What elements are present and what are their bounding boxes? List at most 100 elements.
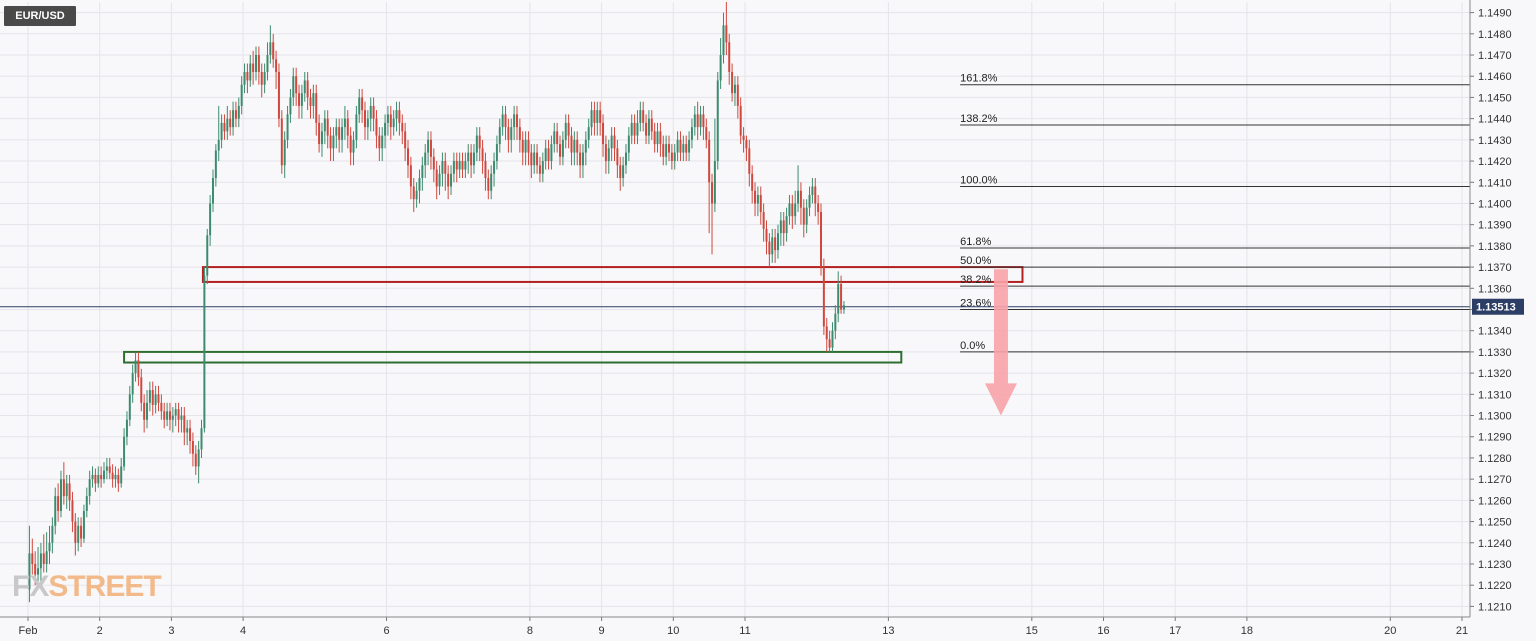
candle-body xyxy=(45,551,48,564)
candle-body xyxy=(289,97,292,115)
candle-body xyxy=(131,373,134,395)
candle-bear xyxy=(705,118,708,149)
candle-bull xyxy=(206,228,209,285)
candle-body xyxy=(412,186,415,200)
candle-body xyxy=(300,93,303,106)
candle-body xyxy=(573,139,576,153)
candle-body xyxy=(349,135,352,153)
candle-bear xyxy=(547,139,550,170)
fib-label: 0.0% xyxy=(960,340,985,352)
candle-body xyxy=(667,144,670,153)
candle-body xyxy=(538,165,541,174)
candle-bull xyxy=(544,139,547,170)
candle-bear xyxy=(160,394,163,420)
candle-bull xyxy=(269,25,272,64)
candle-bull xyxy=(733,76,736,106)
y-tick-label: 1.1360 xyxy=(1478,283,1512,295)
candle-body xyxy=(283,139,286,166)
candle-bear xyxy=(375,110,378,149)
candle-bear xyxy=(515,105,518,140)
candle-body xyxy=(42,553,45,564)
candle-body xyxy=(148,390,151,403)
candle-bear xyxy=(68,474,71,511)
candle-body xyxy=(630,122,633,136)
candle-bull xyxy=(203,267,206,433)
candle-bull xyxy=(54,487,57,535)
candle-body xyxy=(725,25,728,43)
candle-bull xyxy=(197,440,200,484)
candle-bull xyxy=(211,169,214,212)
candle-bear xyxy=(257,46,260,85)
candle-bear xyxy=(599,101,602,136)
candle-bull xyxy=(174,402,177,427)
candle-body xyxy=(315,93,318,123)
candle-bear xyxy=(346,110,349,149)
candle-bull xyxy=(65,474,68,509)
candle-body xyxy=(114,474,117,480)
candle-bull xyxy=(77,517,80,552)
x-tick-label: 21 xyxy=(1456,625,1468,637)
candle-bear xyxy=(820,203,823,276)
candle-bear xyxy=(645,114,648,145)
candle-bear xyxy=(742,127,745,153)
candle-bull xyxy=(59,470,62,518)
candle-body xyxy=(111,472,114,480)
candle-body xyxy=(779,220,782,234)
candle-body xyxy=(495,144,498,162)
candle-body xyxy=(822,267,825,327)
candle-body xyxy=(74,521,77,543)
candle-bear xyxy=(189,419,192,454)
candle-body xyxy=(736,84,739,106)
y-tick-label: 1.1460 xyxy=(1478,71,1512,83)
candle-bear xyxy=(378,127,381,162)
candle-bull xyxy=(171,407,174,433)
candle-body xyxy=(140,377,143,403)
candle-body xyxy=(441,161,444,174)
candle-bear xyxy=(306,71,309,111)
candle-bull xyxy=(788,194,791,225)
candle-bear xyxy=(429,131,432,170)
candle-bull xyxy=(682,135,685,162)
support-zone-box xyxy=(123,350,903,364)
x-tick-label: Feb xyxy=(19,625,38,637)
candle-bull xyxy=(441,152,444,187)
candle-bear xyxy=(326,110,329,149)
candle-body xyxy=(80,525,83,539)
symbol-badge[interactable]: EUR/USD xyxy=(4,6,76,26)
candle-body xyxy=(820,211,823,268)
candle-body xyxy=(358,97,361,115)
candle-body xyxy=(194,453,197,467)
candle-bull xyxy=(263,63,266,94)
candle-body xyxy=(475,135,478,153)
x-tick-label: 13 xyxy=(882,625,894,637)
candle-body xyxy=(366,118,369,128)
fib-label: 50.0% xyxy=(960,255,991,267)
candle-body xyxy=(450,173,453,187)
candle-bear xyxy=(814,178,817,217)
candle-body xyxy=(48,542,51,552)
fib-label: 161.8% xyxy=(960,73,998,85)
candle-body xyxy=(599,110,602,123)
candle-bear xyxy=(685,135,688,162)
candle-body xyxy=(493,161,496,174)
candle-bull xyxy=(699,105,702,136)
candle-bear xyxy=(117,468,120,492)
candle-bear xyxy=(108,457,111,480)
y-tick-label: 1.1440 xyxy=(1478,114,1512,126)
candle-bear xyxy=(407,139,410,179)
candle-body xyxy=(745,139,748,149)
candle-body xyxy=(728,42,731,72)
candle-bear xyxy=(736,76,739,119)
candle-body xyxy=(103,470,106,480)
candle-body xyxy=(280,118,283,166)
candle-body xyxy=(34,563,37,575)
candle-body xyxy=(174,409,177,416)
candle-body xyxy=(501,114,504,128)
candle-bull xyxy=(464,152,467,179)
candle-body xyxy=(670,152,673,162)
candle-bear xyxy=(791,194,794,229)
candle-bear xyxy=(298,84,301,119)
candle-body xyxy=(54,496,57,526)
candle-bear xyxy=(759,186,762,225)
